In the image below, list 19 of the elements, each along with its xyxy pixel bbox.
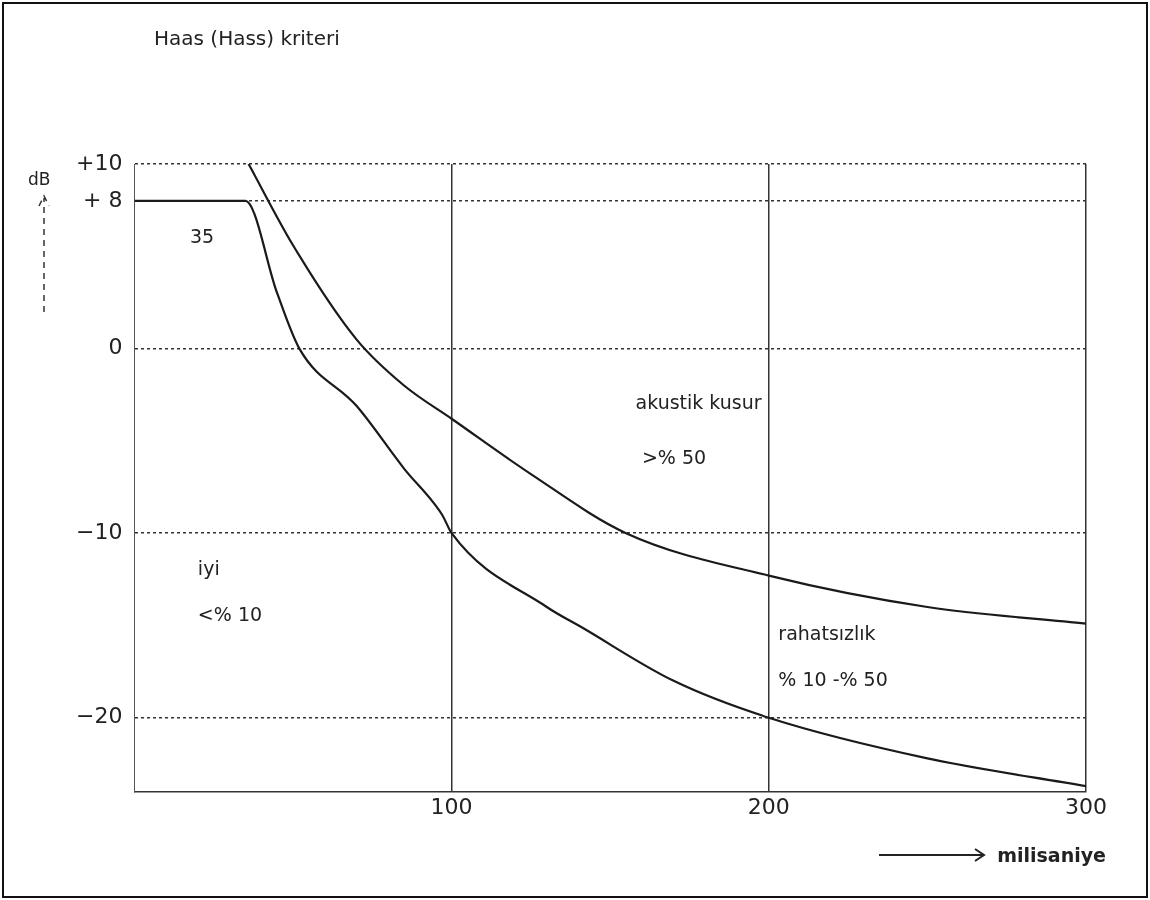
y-tick-label: 0 [108, 334, 123, 360]
y-tick-label: +10 [75, 149, 123, 175]
annotation: % 10 -% 50 [778, 667, 888, 690]
y-tick-label: + 8 [82, 186, 123, 212]
chart-title: Haas (Hass) kriteri [154, 26, 340, 50]
annotation: rahatsızlık [778, 621, 876, 644]
y-tick-label: −10 [75, 518, 123, 544]
line-series [134, 199, 1086, 788]
annotation: >% 50 [641, 446, 707, 469]
annotation: <% 10 [197, 603, 263, 626]
x-axis-title: milisaniye [997, 844, 1106, 866]
annotation: akustik kusur [635, 390, 762, 413]
annotation: iyi [197, 557, 220, 580]
annotation: 35 [189, 224, 215, 247]
x-tick-label: 100 [430, 793, 473, 819]
y-tick-label: −20 [75, 703, 123, 729]
x-tick-label: 300 [1065, 793, 1107, 819]
x-tick-label: 200 [747, 793, 790, 819]
y-axis-title: dB [28, 169, 51, 189]
